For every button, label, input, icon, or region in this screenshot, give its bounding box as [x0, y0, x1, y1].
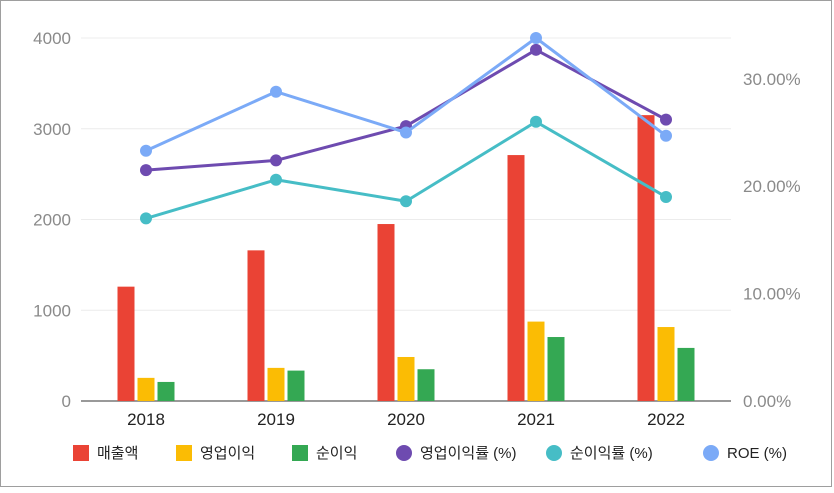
- y-left-tick-label: 3000: [33, 120, 71, 139]
- bar: [527, 321, 545, 401]
- point: [140, 212, 152, 225]
- point: [530, 115, 542, 128]
- bar-series: [117, 115, 695, 401]
- legend-swatch: [292, 445, 308, 461]
- legend-swatch: [546, 445, 562, 461]
- bar: [137, 377, 155, 401]
- x-tick-label: 2018: [127, 410, 165, 429]
- bar: [287, 370, 305, 401]
- bar: [157, 381, 175, 401]
- bar: [377, 224, 395, 401]
- legend-label: 영업이익: [200, 445, 255, 462]
- point: [140, 164, 152, 177]
- gridlines: [81, 37, 731, 311]
- x-tick-label: 2021: [517, 410, 555, 429]
- bar: [677, 347, 695, 401]
- legend-label: 매출액: [97, 445, 138, 462]
- line-series: [140, 32, 672, 225]
- bar: [117, 286, 135, 401]
- legend-label: 순이익: [316, 445, 357, 462]
- y-left-tick-label: 0: [62, 392, 71, 411]
- bar: [637, 115, 655, 401]
- point: [400, 195, 412, 208]
- x-tick-label: 2019: [257, 410, 295, 429]
- y-right-tick-label: 0.00%: [743, 392, 791, 411]
- bar: [397, 356, 415, 401]
- y-left-tick-label: 4000: [33, 29, 71, 48]
- point: [530, 43, 542, 56]
- legend-swatch: [73, 445, 89, 461]
- point: [660, 113, 672, 126]
- y-right-tick-label: 30.00%: [743, 70, 801, 89]
- bar: [657, 327, 675, 401]
- legend-label: ROE (%): [727, 445, 787, 462]
- y-left-tick-label: 1000: [33, 301, 71, 320]
- point: [270, 154, 282, 167]
- bar: [267, 367, 285, 401]
- y-right-tick-label: 20.00%: [743, 177, 801, 196]
- y-right-tick-label: 10.00%: [743, 285, 801, 304]
- legend-swatch: [396, 445, 412, 461]
- point: [660, 129, 672, 142]
- bar: [547, 337, 565, 401]
- x-axis: 2018 2019 2020 2021 2022: [81, 400, 731, 429]
- x-tick-label: 2020: [387, 410, 425, 429]
- y-left-tick-label: 2000: [33, 211, 71, 230]
- bar: [247, 250, 265, 401]
- legend-swatch: [703, 445, 719, 461]
- legend-swatch: [176, 445, 192, 461]
- right-axis: 0.00% 10.00% 20.00% 30.00%: [743, 70, 801, 411]
- point: [400, 126, 412, 139]
- legend: 매출액 영업이익 순이익 영업이익률 (%) 순이익률 (%) ROE (%): [73, 445, 787, 462]
- bar: [507, 155, 525, 401]
- left-axis: 0 1000 2000 3000 4000: [33, 29, 71, 411]
- bar: [417, 369, 435, 401]
- point: [660, 190, 672, 203]
- point: [530, 32, 542, 44]
- x-tick-label: 2022: [647, 410, 685, 429]
- legend-label: 순이익률 (%): [570, 445, 653, 462]
- point: [270, 173, 282, 186]
- point: [140, 144, 152, 157]
- legend-label: 영업이익률 (%): [420, 445, 517, 462]
- point: [270, 85, 282, 98]
